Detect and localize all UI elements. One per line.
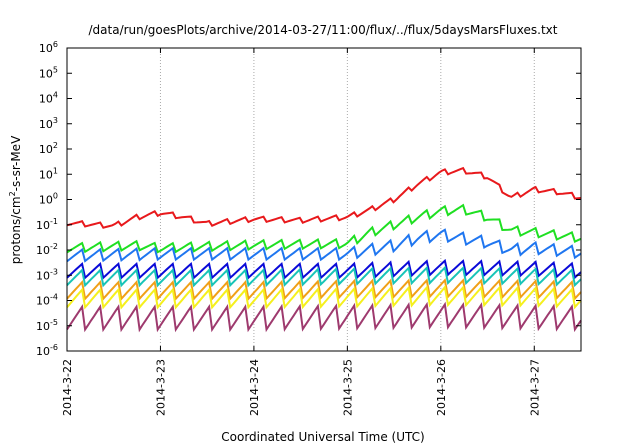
y-tick-label: 103 — [39, 116, 58, 131]
y-tick-label: 102 — [39, 141, 58, 156]
y-tick-base: 10 — [36, 345, 50, 358]
y-tick-exp: 5 — [53, 65, 58, 74]
y-tick-base: 10 — [39, 67, 53, 80]
x-tick-label: 2014-3-22 — [61, 359, 74, 416]
y-tick-label: 10-4 — [36, 293, 58, 308]
y-tick-base: 10 — [39, 194, 53, 207]
series-line — [66, 228, 582, 263]
y-axis-label-suffix: -s-sr-MeV — [9, 135, 23, 191]
y-tick-base: 10 — [36, 320, 50, 333]
y-tick-label: 104 — [39, 91, 58, 106]
plot-frame — [66, 47, 582, 352]
x-tick-label: 2014-3-26 — [435, 359, 448, 416]
y-tick-base: 10 — [39, 118, 53, 131]
y-tick-exp: -3 — [50, 267, 58, 276]
y-tick-label: 100 — [39, 192, 58, 207]
series-line — [66, 278, 582, 301]
y-tick-label: 105 — [39, 65, 58, 80]
x-axis-label: Coordinated Universal Time (UTC) — [221, 430, 424, 444]
y-axis-label-sup: 2 — [8, 191, 17, 196]
y-tick-base: 10 — [39, 143, 53, 156]
y-tick-label: 106 — [39, 40, 58, 55]
y-tick-exp: -5 — [50, 318, 58, 327]
y-tick-base: 10 — [39, 168, 53, 181]
y-tick-exp: 2 — [53, 141, 58, 150]
x-tick-label: 2014-3-27 — [528, 359, 541, 416]
y-tick-base: 10 — [39, 42, 53, 55]
y-tick-exp: -1 — [50, 217, 58, 226]
series-group — [66, 166, 582, 333]
x-tick-label: 2014-3-25 — [341, 359, 354, 416]
y-tick-label: 10-5 — [36, 318, 58, 333]
y-tick-exp: 3 — [53, 116, 58, 125]
y-tick-label: 10-3 — [36, 267, 58, 282]
series-line — [66, 301, 582, 333]
series-line — [66, 258, 582, 280]
y-tick-exp: 1 — [53, 166, 58, 175]
y-tick-exp: -2 — [50, 242, 58, 251]
x-tick-label: 2014-3-24 — [248, 359, 261, 416]
y-tick-base: 10 — [39, 93, 53, 106]
chart-title: /data/run/goesPlots/archive/2014-03-27/1… — [89, 23, 558, 37]
y-tick-base: 10 — [36, 219, 50, 232]
y-tick-label: 10-2 — [36, 242, 58, 257]
y-axis: 10-610-510-410-310-210-11001011021031041… — [36, 40, 581, 358]
y-tick-label: 10-1 — [36, 217, 58, 232]
y-tick-base: 10 — [36, 244, 50, 257]
y-tick-label: 10-6 — [36, 343, 58, 358]
y-axis-label-prefix: protons/cm — [9, 196, 23, 264]
x-tick-label: 2014-3-23 — [154, 359, 167, 416]
series-line — [66, 166, 582, 229]
series-line — [66, 265, 582, 288]
y-tick-exp: 0 — [53, 192, 58, 201]
y-axis-label: protons/cm2-s-sr-MeV — [8, 135, 23, 264]
y-tick-exp: 4 — [53, 91, 58, 100]
y-tick-label: 101 — [39, 166, 58, 181]
y-tick-exp: -6 — [50, 343, 58, 352]
y-tick-base: 10 — [36, 295, 50, 308]
x-axis: 2014-3-22 2014-3-23 2014-3-24 2014-3-25 2014… — [61, 48, 541, 416]
y-tick-exp: -4 — [50, 293, 58, 302]
y-tick-base: 10 — [36, 269, 50, 282]
series-line — [66, 203, 582, 254]
series-line — [66, 284, 582, 310]
y-tick-exp: 6 — [53, 40, 58, 49]
